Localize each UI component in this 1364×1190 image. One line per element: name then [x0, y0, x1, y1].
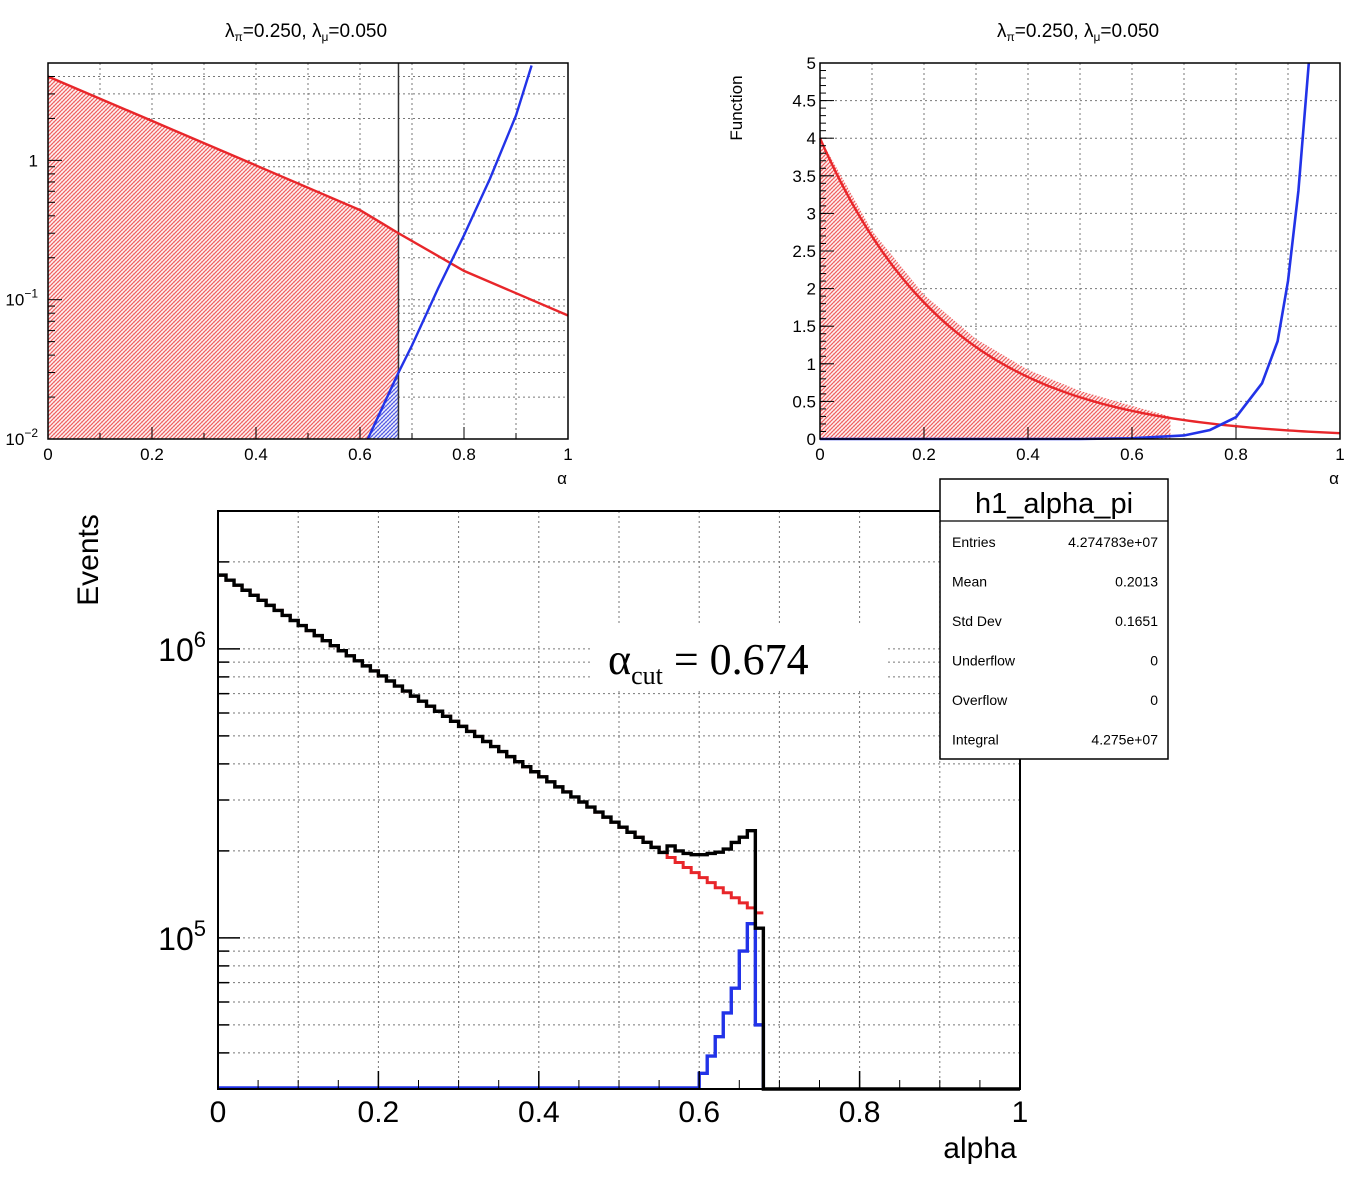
- stats-label: Entries: [952, 534, 996, 550]
- stats-label: Overflow: [952, 692, 1008, 708]
- muon-histogram: [218, 921, 766, 1090]
- stats-value: 4.275e+07: [1091, 732, 1158, 748]
- y-tick-label: 106: [158, 627, 206, 668]
- panel-bottom-xlabel: alpha: [943, 1132, 1017, 1165]
- panel-top-right-xlabel: α: [1329, 469, 1339, 488]
- y-tick-label: 10−1: [5, 287, 38, 310]
- x-tick-label: 1: [1012, 1096, 1029, 1129]
- y-tick-label: 105: [158, 916, 206, 957]
- panel-top-right-title: λπ=0.250, λμ=0.050: [997, 21, 1159, 44]
- y-tick-label: 2.5: [792, 242, 816, 261]
- stats-rows: Entries 4.274783e+07 Mean 0.2013 Std Dev 0.16…: [952, 534, 1158, 748]
- stats-value: 4.274783e+07: [1068, 534, 1158, 550]
- x-tick-label: 0: [43, 445, 52, 464]
- panel-bottom-grid: [218, 511, 1020, 1089]
- y-tick-label: 3.5: [792, 167, 816, 186]
- y-tick-label: 4.5: [792, 92, 816, 111]
- stats-label: Integral: [952, 732, 999, 748]
- stats-label: Underflow: [952, 653, 1016, 669]
- panel-top-right-fills: [820, 138, 1171, 439]
- x-tick-label: 0.8: [1224, 445, 1248, 464]
- panel-top-right-ylabel: Function: [727, 75, 746, 140]
- x-tick-label: 0.4: [1016, 445, 1040, 464]
- pion-shaded-area: [820, 138, 1171, 439]
- stats-box-title: h1_alpha_pi: [975, 488, 1133, 520]
- x-tick-label: 0.2: [912, 445, 936, 464]
- panel-bottom-ylabel: Events: [72, 514, 105, 606]
- panel-top-right-ticks: 0 0.2 0.4 0.6 0.8 1 0 0.5 1 1.5 2 2.5 3 3.5 4 4.5 5: [792, 54, 1344, 464]
- stats-label: Mean: [952, 574, 987, 590]
- panel-bottom-ticks: 0 0.2 0.4 0.6 0.8 1 106 105: [158, 561, 1029, 1129]
- panel-bottom-series: [218, 573, 1020, 1091]
- panel-top-left: λπ=0.250, λμ=0.050 0 0.2 0.4 0.6 0.8 1 10−1 1 10…: [5, 21, 572, 488]
- x-tick-label: 1: [563, 445, 572, 464]
- muon-curve: [366, 65, 533, 440]
- stats-value: 0.2013: [1115, 574, 1158, 590]
- panel-bottom: 0 0.2 0.4 0.6 0.8 1 106 105 alpha Events αcut =…: [72, 478, 1169, 1165]
- y-tick-label: 4: [807, 129, 816, 148]
- pion-shaded-area: [48, 76, 399, 440]
- x-tick-label: 0.4: [244, 445, 268, 464]
- panel-top-left-series: [47, 63, 569, 440]
- x-tick-label: 0.2: [358, 1096, 400, 1129]
- x-tick-label: 1: [1335, 445, 1344, 464]
- panel-top-left-title: λπ=0.250, λμ=0.050: [225, 21, 387, 44]
- panel-top-left-xlabel: α: [557, 469, 567, 488]
- stats-box: h1_alpha_pi Entries 4.274783e+07 Mean 0.201…: [939, 478, 1169, 760]
- y-tick-label: 1: [29, 151, 38, 170]
- x-tick-label: 0.8: [452, 445, 476, 464]
- y-tick-label: 2: [807, 280, 816, 299]
- x-tick-label: 0.8: [839, 1096, 881, 1129]
- cut-annotation-box: [590, 624, 888, 690]
- panel-top-right: λπ=0.250, λμ=0.050 0 0.2 0.4 0.6 0.8 1 0 0.5 1 1.…: [727, 21, 1345, 488]
- pion-curve: [47, 75, 569, 317]
- panel-top-left-fills: [48, 76, 399, 440]
- y-tick-label: 10−2: [5, 426, 38, 449]
- y-tick-label: 1: [807, 355, 816, 374]
- y-tick-label: 1.5: [792, 317, 816, 336]
- stats-value: 0: [1150, 653, 1158, 669]
- x-tick-label: 0: [210, 1096, 227, 1129]
- y-tick-label: 0.5: [792, 392, 816, 411]
- x-tick-label: 0.6: [678, 1096, 720, 1129]
- total-histogram: [218, 573, 1020, 1091]
- stats-value: 0: [1150, 692, 1158, 708]
- x-tick-label: 0.4: [518, 1096, 560, 1129]
- y-tick-label: 0: [807, 430, 816, 449]
- x-tick-label: 0.6: [348, 445, 372, 464]
- stats-label: Std Dev: [952, 613, 1002, 629]
- stats-value: 0.1651: [1115, 613, 1158, 629]
- x-tick-label: 0: [815, 445, 824, 464]
- x-tick-label: 0.6: [1120, 445, 1144, 464]
- y-tick-label: 5: [807, 54, 816, 73]
- pion-curve: [818, 137, 1341, 435]
- panel-top-left-ticks: 0 0.2 0.4 0.6 0.8 1 10−1 1 10−2: [5, 76, 573, 464]
- y-tick-label: 3: [807, 204, 816, 223]
- x-tick-label: 0.2: [140, 445, 164, 464]
- cut-annotation: αcut = 0.674: [608, 635, 809, 690]
